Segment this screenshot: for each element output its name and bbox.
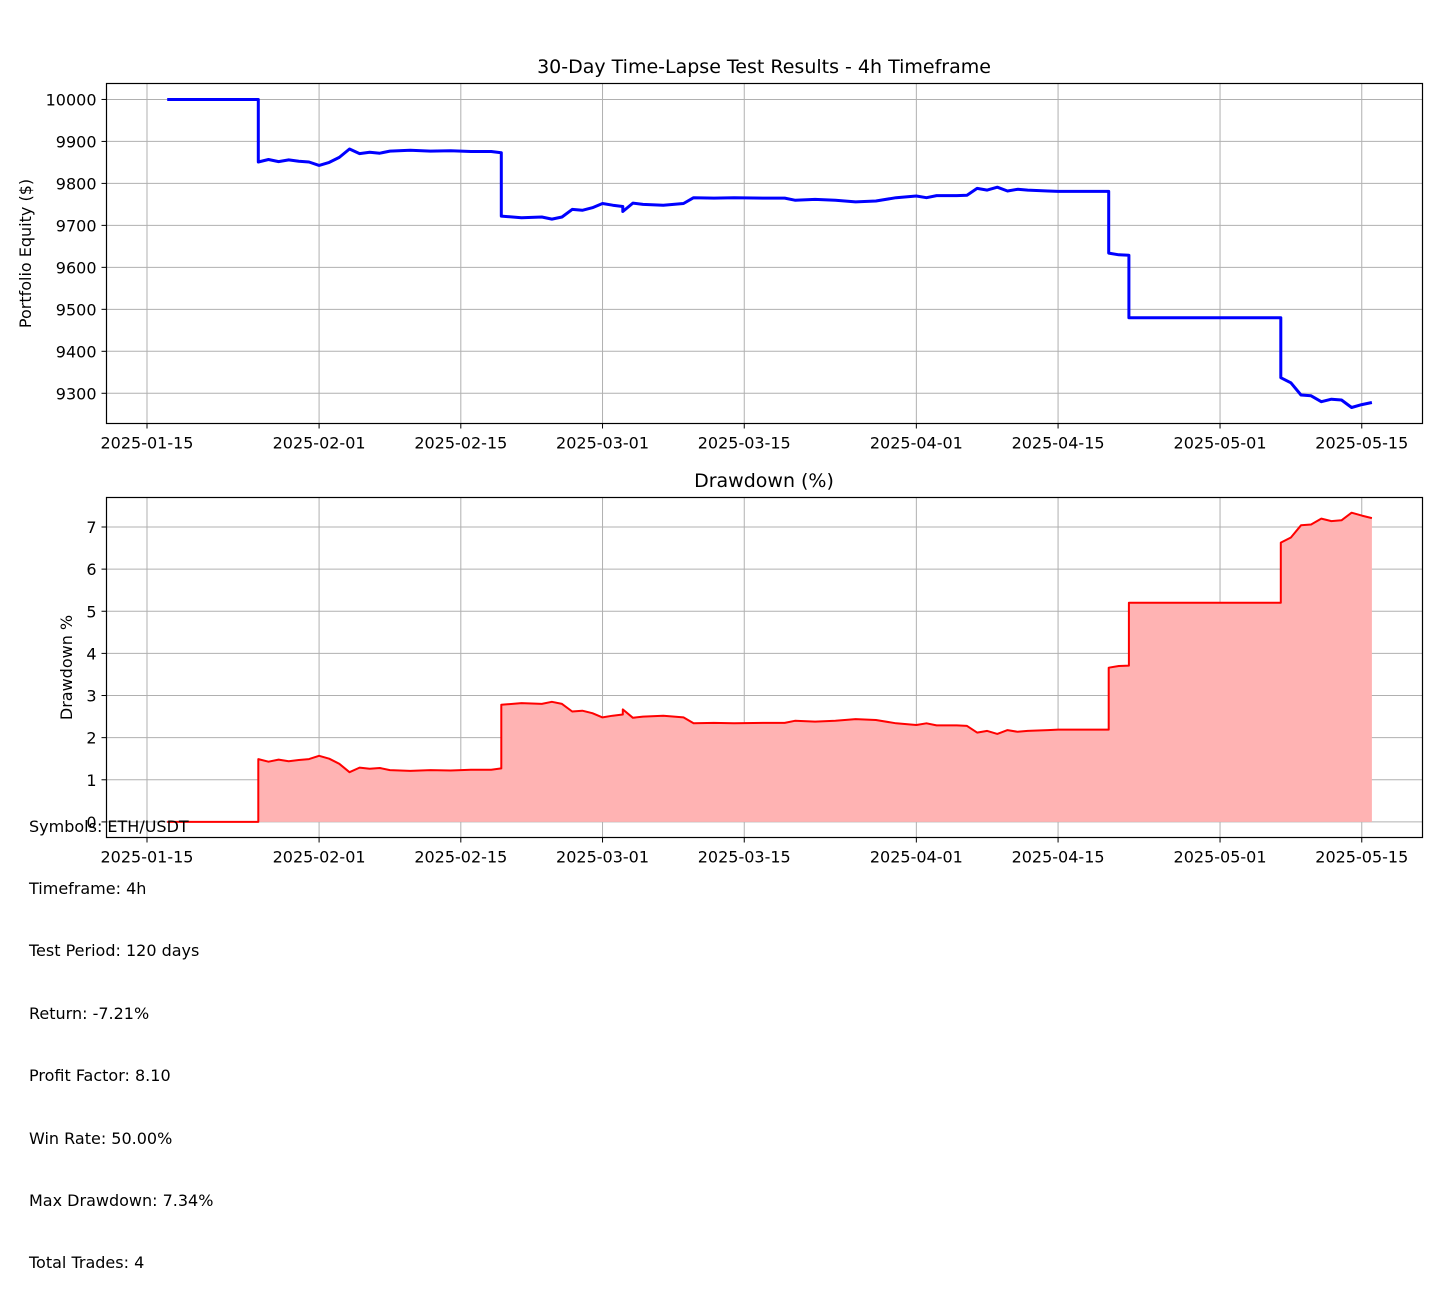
x-tick-label: 2025-04-01 bbox=[870, 848, 963, 867]
equity-axes-frame bbox=[105, 82, 1424, 425]
y-tick-label: 2 bbox=[86, 729, 96, 748]
stat-return: Return: -7.21% bbox=[29, 1003, 150, 1023]
x-tick-label: 2025-02-01 bbox=[273, 434, 366, 453]
y-tick-label: 9600 bbox=[56, 258, 97, 277]
y-tick-label: 0 bbox=[86, 813, 96, 832]
y-tick-label: 9300 bbox=[56, 384, 97, 403]
drawdown-line bbox=[167, 511, 1373, 823]
equity-chart-title: 30-Day Time-Lapse Test Results - 4h Time… bbox=[537, 56, 991, 78]
x-tick-label: 2025-03-15 bbox=[698, 848, 791, 867]
equity-series bbox=[167, 98, 1373, 409]
x-tick-label: 2025-04-15 bbox=[1012, 848, 1105, 867]
x-tick-label: 2025-03-01 bbox=[556, 848, 649, 867]
y-tick-label: 7 bbox=[86, 518, 96, 537]
x-tick-label: 2025-05-15 bbox=[1315, 848, 1408, 867]
y-tick-label: 9400 bbox=[56, 342, 97, 361]
stat-timeframe: Timeframe: 4h bbox=[29, 878, 147, 898]
y-tick-label: 10000 bbox=[46, 90, 97, 109]
stat-profit-factor: Profit Factor: 8.10 bbox=[29, 1066, 171, 1086]
drawdown-area-fill bbox=[167, 512, 1372, 822]
y-tick-label: 3 bbox=[86, 687, 96, 706]
stat-symbols: Symbols: ETH/USDT bbox=[29, 816, 189, 836]
y-tick-label: 9900 bbox=[56, 132, 97, 151]
stat-test-period: Test Period: 120 days bbox=[29, 941, 200, 961]
equity-y-axis-label: Portfolio Equity ($) bbox=[16, 179, 35, 328]
y-tick-label: 6 bbox=[86, 560, 96, 579]
x-tick-label: 2025-03-01 bbox=[556, 434, 649, 453]
equity-gridlines bbox=[106, 83, 1423, 424]
x-tick-label: 2025-02-15 bbox=[414, 848, 507, 867]
drawdown-x-ticks: 2025-01-15 2025-02-01 2025-02-15 2025-03-01… bbox=[101, 837, 1408, 867]
x-tick-label: 2025-05-15 bbox=[1315, 434, 1408, 453]
x-tick-label: 2025-02-01 bbox=[273, 848, 366, 867]
x-tick-label: 2025-05-01 bbox=[1174, 434, 1267, 453]
stat-total-trades: Total Trades: 4 bbox=[29, 1253, 145, 1273]
drawdown-series bbox=[167, 511, 1373, 823]
drawdown-chart-title: Drawdown (%) bbox=[694, 470, 834, 492]
x-tick-label: 2025-01-15 bbox=[101, 848, 194, 867]
figure-canvas: 30-Day Time-Lapse Test Results - 4h Time… bbox=[16, 56, 1424, 867]
drawdown-axes-frame bbox=[105, 496, 1424, 839]
x-tick-label: 2025-03-15 bbox=[698, 434, 791, 453]
equity-y-ticks: 9300 9400 9500 9600 9700 9800 9900 10000 bbox=[46, 90, 107, 403]
y-tick-label: 5 bbox=[86, 602, 96, 621]
y-tick-label: 4 bbox=[86, 644, 96, 663]
drawdown-y-axis-label: Drawdown % bbox=[57, 615, 76, 720]
y-tick-label: 9800 bbox=[56, 174, 97, 193]
x-tick-label: 2025-05-01 bbox=[1174, 848, 1267, 867]
drawdown-chart: Drawdown (%) 0 1 2 3 4 5 6 7 2025-01-15 2025-02-… bbox=[57, 470, 1424, 867]
y-tick-label: 9700 bbox=[56, 216, 97, 235]
stats-summary: Symbols: ETH/USDT Timeframe: 4h Test Per… bbox=[29, 775, 213, 1295]
x-tick-label: 2025-04-15 bbox=[1012, 434, 1105, 453]
equity-x-ticks: 2025-01-15 2025-02-01 2025-02-15 2025-03-01… bbox=[101, 423, 1408, 453]
stat-win-rate: Win Rate: 50.00% bbox=[29, 1128, 173, 1148]
y-tick-label: 1 bbox=[86, 771, 96, 790]
x-tick-label: 2025-01-15 bbox=[101, 434, 194, 453]
y-tick-label: 9500 bbox=[56, 300, 97, 319]
stat-max-drawdown: Max Drawdown: 7.34% bbox=[29, 1190, 214, 1210]
equity-chart: 30-Day Time-Lapse Test Results - 4h Time… bbox=[16, 56, 1424, 453]
drawdown-y-ticks: 0 1 2 3 4 5 6 7 bbox=[86, 518, 107, 832]
x-tick-label: 2025-04-01 bbox=[870, 434, 963, 453]
x-tick-label: 2025-02-15 bbox=[414, 434, 507, 453]
equity-line bbox=[167, 98, 1373, 409]
